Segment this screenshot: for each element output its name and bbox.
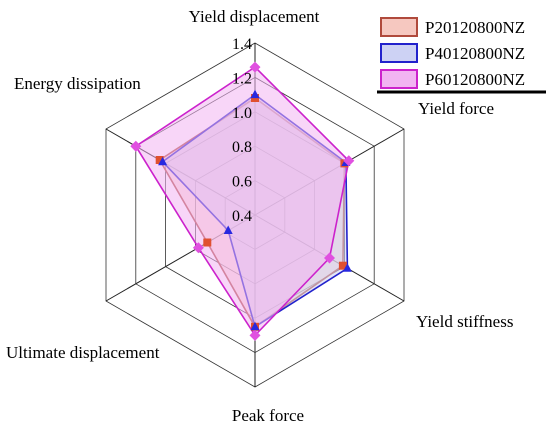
series-1-point-0 <box>250 89 260 99</box>
series-2-point-0 <box>249 61 261 73</box>
axis-label-3: Peak force <box>232 406 304 425</box>
series-2-point-4 <box>192 242 204 254</box>
tick-label-4: 1.2 <box>232 70 252 87</box>
tick-label-2: 0.8 <box>232 139 252 156</box>
axis-label-5: Energy dissipation <box>14 74 141 93</box>
series-1-point-5 <box>158 156 168 166</box>
radar-series <box>130 61 355 341</box>
series-1-point-3 <box>250 321 260 331</box>
series-0-point-5 <box>155 156 164 164</box>
axis-label-1: Yield force <box>418 99 494 118</box>
legend-label-0: P20120800NZ <box>425 18 525 37</box>
series-2-point-2 <box>324 252 335 264</box>
legend-label-1: P40120800NZ <box>425 44 525 63</box>
axis-label-2: Yield stiffness <box>416 312 513 331</box>
series-2-point-1 <box>343 155 355 167</box>
radar-tick-labels: 0.4 0.6 0.8 1.0 1.2 1.4 <box>232 36 252 225</box>
chart-legend: P20120800NZ P40120800NZ P60120800NZ <box>377 17 546 94</box>
axis-label-4: Ultimate displacement <box>6 343 160 362</box>
legend-swatch-2 <box>380 69 418 89</box>
radar-axis-labels: Yield displacement Yield force Yield stiff… <box>6 7 513 425</box>
axis-label-0: Yield displacement <box>189 7 320 26</box>
legend-swatch-1 <box>380 43 418 63</box>
tick-label-0: 0.4 <box>232 208 252 225</box>
series-2-point-3 <box>249 329 261 341</box>
series-1-point-4 <box>223 225 233 234</box>
legend-swatch-0 <box>380 17 418 37</box>
series-2-point-5 <box>130 140 142 152</box>
tick-label-1: 0.6 <box>232 174 252 191</box>
legend-label-2: P60120800NZ <box>425 70 525 89</box>
series-0-point-2 <box>338 261 347 270</box>
tick-label-5: 1.4 <box>232 36 252 53</box>
series-0-point-4 <box>203 238 212 247</box>
tick-label-3: 1.0 <box>232 105 252 122</box>
series-1-point-2 <box>342 263 352 272</box>
